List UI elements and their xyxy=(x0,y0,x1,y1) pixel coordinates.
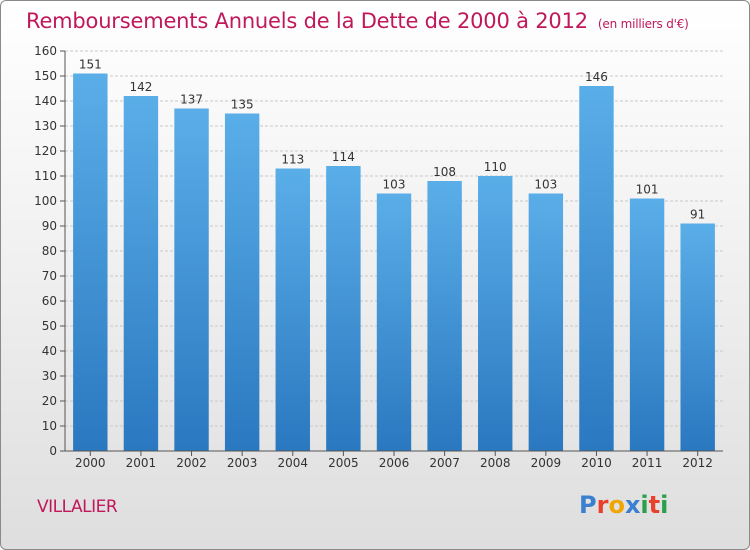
y-tick-label: 160 xyxy=(34,44,57,58)
bar xyxy=(224,113,260,451)
y-tick-label: 30 xyxy=(42,369,57,383)
bar-value-label: 110 xyxy=(484,160,507,174)
y-tick-label: 80 xyxy=(42,244,57,258)
bar xyxy=(275,168,310,451)
x-tick-label: 2007 xyxy=(429,456,460,470)
x-tick-label: 2000 xyxy=(75,456,106,470)
y-tick-label: 110 xyxy=(34,169,57,183)
x-tick-label: 2002 xyxy=(176,456,207,470)
bar xyxy=(427,181,462,451)
logo-letter: i xyxy=(640,491,649,519)
bar xyxy=(326,166,361,451)
bar-value-label: 135 xyxy=(231,98,254,112)
logo-letter: t xyxy=(648,491,661,519)
y-tick-label: 40 xyxy=(42,344,57,358)
y-tick-label: 140 xyxy=(34,94,57,108)
y-tick-label: 120 xyxy=(34,144,57,158)
x-tick-label: 2012 xyxy=(682,456,713,470)
bar-value-label: 91 xyxy=(690,208,705,222)
y-tick-label: 150 xyxy=(34,69,57,83)
x-tick-label: 2004 xyxy=(277,456,308,470)
town-name: VILLALIER xyxy=(37,497,118,517)
bar xyxy=(579,86,614,451)
bar xyxy=(123,96,159,451)
bar-value-label: 108 xyxy=(433,165,456,179)
bar-value-label: 137 xyxy=(180,93,203,107)
x-axis: 2000 2001 2002 2003 2004 2005 2006 2007 2008 2009… xyxy=(65,450,723,470)
logo-letter: P xyxy=(579,491,597,519)
bar-value-label: 113 xyxy=(281,153,304,167)
bar-value-label: 103 xyxy=(534,178,557,192)
x-tick-label: 2011 xyxy=(632,456,663,470)
chart-title-text: Remboursements Annuels de la Dette de 20… xyxy=(26,9,588,33)
y-tick-label: 70 xyxy=(42,269,57,283)
x-tick-label: 2008 xyxy=(480,456,511,470)
bar-value-label: 103 xyxy=(383,178,406,192)
logo-letter: x xyxy=(624,491,641,519)
bar xyxy=(629,198,665,451)
bars: 151 142 137 135 113 114 103 108 110 103 146 101 91 xyxy=(73,58,715,451)
x-tick-label: 2001 xyxy=(126,456,157,470)
bar-value-label: 146 xyxy=(585,70,608,84)
y-tick-label: 20 xyxy=(42,394,57,408)
y-tick-label: 90 xyxy=(42,219,57,233)
bar-value-label: 151 xyxy=(79,58,102,72)
proxiti-logo[interactable]: Proxiti xyxy=(579,491,668,519)
y-tick-label: 0 xyxy=(49,444,57,458)
bar xyxy=(376,193,412,451)
y-tick-label: 50 xyxy=(42,319,57,333)
bar xyxy=(528,193,564,451)
x-tick-label: 2009 xyxy=(531,456,562,470)
x-tick-label: 2003 xyxy=(227,456,258,470)
x-tick-label: 2005 xyxy=(328,456,359,470)
bar-value-label: 101 xyxy=(636,183,659,197)
logo-letter: o xyxy=(608,491,625,519)
bar xyxy=(680,223,715,451)
bar xyxy=(174,108,209,451)
bar xyxy=(478,176,513,451)
bar xyxy=(73,73,108,451)
x-tick-label: 2006 xyxy=(379,456,410,470)
logo-letter: r xyxy=(596,491,609,519)
y-tick-label: 130 xyxy=(34,119,57,133)
y-tick-label: 60 xyxy=(42,294,57,308)
y-tick-label: 10 xyxy=(42,419,57,433)
y-axis: 0 10 20 30 40 50 60 70 80 90 100 110 120 130 140 150 160 xyxy=(34,44,66,458)
x-tick-label: 2010 xyxy=(581,456,612,470)
chart-title: Remboursements Annuels de la Dette de 20… xyxy=(26,9,689,33)
bar-value-label: 114 xyxy=(332,150,355,164)
bar-value-label: 142 xyxy=(129,80,152,94)
logo-letter: i xyxy=(660,491,669,519)
y-tick-label: 100 xyxy=(34,194,57,208)
chart-unit: (en milliers d'€) xyxy=(597,17,689,31)
